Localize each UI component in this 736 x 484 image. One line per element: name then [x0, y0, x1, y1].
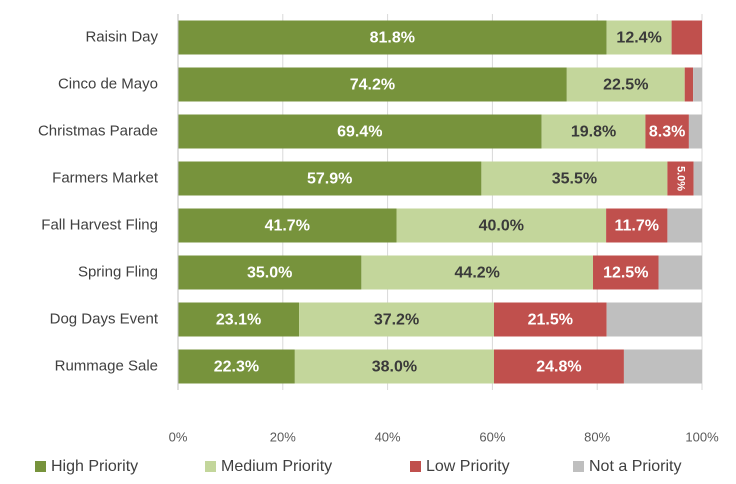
- bar-segment: [299, 302, 494, 337]
- value-label: 81.8%: [370, 30, 415, 47]
- y-tick-label: Dog Days Event: [50, 310, 159, 327]
- value-label: 40.0%: [479, 218, 524, 235]
- bar-segment: [658, 255, 702, 290]
- value-label: 12.4%: [616, 30, 661, 47]
- bar-segment: [667, 208, 702, 243]
- value-label: 19.8%: [571, 124, 616, 141]
- bar-segment: [178, 349, 295, 384]
- x-tick-label: 60%: [479, 429, 505, 444]
- y-tick-label: Raisin Day: [85, 28, 158, 45]
- bar-segment: [541, 114, 646, 149]
- y-tick-label: Farmers Market: [52, 169, 159, 186]
- bar-segment: [693, 67, 702, 102]
- value-label: 37.2%: [374, 312, 419, 329]
- value-label: 23.1%: [216, 312, 261, 329]
- bar-segment: [606, 302, 702, 337]
- bar-segment: [623, 349, 702, 384]
- legend-swatch: [573, 461, 584, 472]
- x-tick-label: 0%: [169, 429, 188, 444]
- bar-segment: [493, 302, 607, 337]
- value-label: 11.7%: [615, 218, 659, 235]
- bar-segment: [688, 114, 702, 149]
- value-label: 12.5%: [603, 265, 648, 282]
- x-tick-label: 20%: [270, 429, 296, 444]
- bar-segment: [178, 302, 300, 337]
- bar-segment: [593, 255, 659, 290]
- legend-swatch: [410, 461, 421, 472]
- x-tick-label: 80%: [584, 429, 610, 444]
- value-label: 44.2%: [455, 265, 500, 282]
- bar-segment: [671, 20, 702, 55]
- bar-segment: [178, 161, 482, 196]
- y-tick-label: Cinco de Mayo: [58, 75, 158, 92]
- value-label: 22.5%: [603, 77, 648, 94]
- value-label: 5.0%: [675, 166, 687, 191]
- legend-label: Medium Priority: [221, 458, 332, 475]
- value-label: 35.0%: [247, 265, 292, 282]
- bar-segment: [693, 161, 702, 196]
- value-label: 69.4%: [337, 124, 382, 141]
- bar-segment: [684, 67, 694, 102]
- value-label: 22.3%: [214, 359, 259, 376]
- legend-label: Low Priority: [426, 458, 510, 475]
- bar-segment: [481, 161, 668, 196]
- y-tick-label: Rummage Sale: [55, 357, 158, 374]
- legend-label: Not a Priority: [589, 458, 681, 475]
- y-tick-label: Fall Harvest Fling: [41, 216, 158, 233]
- value-label: 35.5%: [552, 171, 597, 188]
- bar-segment: [178, 20, 607, 55]
- bar-segment: [361, 255, 594, 290]
- bar-segment: [178, 208, 397, 243]
- y-tick-label: Christmas Parade: [38, 122, 158, 139]
- value-label: 74.2%: [350, 77, 395, 94]
- x-tick-label: 40%: [375, 429, 401, 444]
- value-label: 38.0%: [372, 359, 417, 376]
- legend-swatch: [205, 461, 216, 472]
- bar-segment: [566, 67, 685, 102]
- value-label: 8.3%: [649, 124, 685, 141]
- y-tick-label: Spring Fling: [78, 263, 158, 280]
- legend-swatch: [35, 461, 46, 472]
- bar-segment: [178, 114, 542, 149]
- bar-segment: [178, 67, 567, 102]
- bar-segment: [294, 349, 494, 384]
- bar-segment: [645, 114, 689, 149]
- bar-segment: [396, 208, 607, 243]
- bar-segment: [606, 208, 668, 243]
- value-label: 24.8%: [536, 359, 581, 376]
- value-label: 41.7%: [265, 218, 310, 235]
- bar-segment: [178, 255, 362, 290]
- legend-label: High Priority: [51, 458, 138, 475]
- bar-segment: [493, 349, 624, 384]
- value-label: 57.9%: [307, 171, 352, 188]
- bar-segment: [667, 161, 694, 196]
- value-label: 21.5%: [528, 312, 573, 329]
- bar-segment: [606, 20, 672, 55]
- x-tick-label: 100%: [685, 429, 719, 444]
